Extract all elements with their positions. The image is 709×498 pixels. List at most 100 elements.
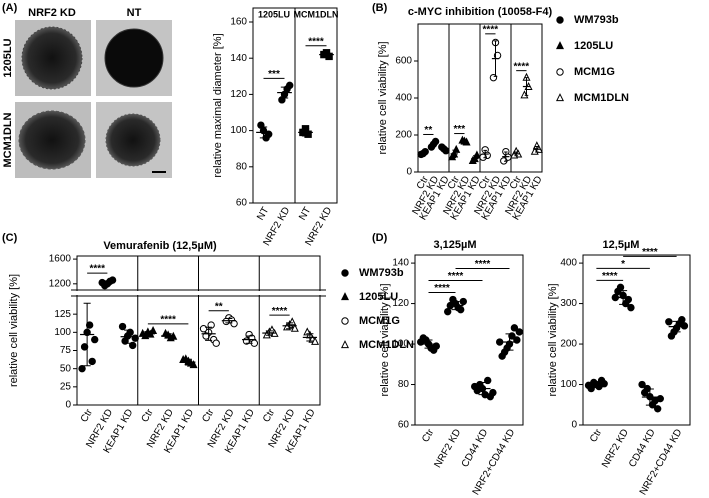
data-point	[230, 319, 238, 328]
y-tick-label: 100	[392, 339, 409, 350]
error-bar	[505, 333, 514, 351]
panel-label: (C)	[2, 232, 18, 244]
data-point	[680, 322, 689, 330]
x-tick-label: Ctr	[261, 407, 278, 425]
data-point	[262, 330, 271, 339]
significance-label: ****	[308, 36, 324, 47]
data-point	[121, 337, 129, 345]
x-tick-label: CD44 KD	[627, 427, 658, 469]
y-tick-label: 60	[236, 198, 248, 209]
x-tick-label: Ctr	[200, 407, 217, 425]
facet-header: MCM1DLN	[294, 9, 339, 19]
panel-label: (D)	[372, 232, 388, 244]
data-point	[91, 335, 99, 344]
error-bar	[205, 326, 213, 341]
significance-label: ***	[268, 69, 280, 80]
data-point	[85, 321, 94, 329]
significance-label: ****	[642, 247, 658, 258]
chart-title: c-MYC inhibition (10058-F4)	[408, 6, 553, 18]
image-row-label: MCM1DLN	[2, 112, 14, 167]
legend-marker	[556, 16, 564, 24]
panel-label: (B)	[372, 2, 388, 14]
y-axis-label: relative cell viability [%]	[8, 274, 20, 387]
y-tick-label: 140	[230, 53, 247, 64]
micrograph	[96, 102, 172, 178]
error-bar	[164, 333, 172, 339]
legend-marker	[341, 269, 349, 277]
y-tick-label: 80	[236, 161, 248, 172]
chart-title: 3,125µM	[433, 239, 476, 251]
data-point	[78, 364, 86, 373]
error-bar	[103, 280, 111, 286]
y-tick-label: 120	[392, 298, 409, 309]
error-bar	[672, 320, 681, 333]
significance-label: ****	[475, 259, 491, 270]
y-tick-label: 100	[230, 125, 247, 136]
significance-label: ****	[160, 315, 176, 326]
error-bar	[124, 329, 132, 344]
error-bar	[259, 126, 268, 139]
legend-label: MCM1DLN	[574, 92, 629, 104]
plot-frame	[414, 254, 524, 426]
legend-marker	[340, 340, 350, 349]
error-bar	[245, 335, 253, 344]
error-bar	[451, 301, 460, 311]
data-point	[199, 325, 208, 333]
y-tick-label: 75	[60, 345, 72, 356]
data-point	[126, 328, 134, 337]
error-bar	[592, 381, 601, 388]
y-tick-label: 160	[230, 17, 247, 28]
data-point	[459, 297, 467, 306]
image-row-label: 1205LU	[2, 38, 14, 77]
data-point	[444, 307, 452, 316]
legend-label: 1205LU	[574, 40, 613, 52]
y-tick-label: 100	[560, 379, 577, 390]
significance-label: **	[215, 301, 223, 312]
data-point	[149, 325, 158, 334]
data-point	[118, 322, 127, 331]
error-bar	[424, 339, 433, 349]
significance-label: ****	[89, 264, 105, 275]
y-tick-label: 0	[65, 400, 71, 411]
y-tick-label: 60	[398, 420, 410, 431]
data-point	[498, 352, 506, 360]
y-axis-label: relative cell viability [%]	[379, 283, 391, 396]
error-bar	[462, 140, 467, 143]
error-bar	[431, 140, 436, 148]
error-bar	[514, 151, 518, 157]
y-tick-label: 140	[392, 258, 409, 269]
error-bar	[473, 155, 477, 162]
y-tick-label: 1200	[49, 278, 72, 289]
legend-label: WM793b	[359, 267, 404, 279]
data-point	[667, 332, 676, 340]
significance-label: ****	[602, 271, 618, 282]
error-bar	[225, 318, 233, 324]
error-bar	[265, 330, 273, 336]
legend-label: MCM1G	[574, 66, 615, 78]
y-tick-label: 300	[560, 298, 577, 309]
error-bar	[645, 388, 654, 406]
error-bar	[452, 149, 456, 159]
x-tick-label: Ctr	[588, 427, 605, 445]
data-point	[665, 318, 673, 326]
error-bar	[483, 149, 487, 159]
data-point	[678, 316, 686, 324]
legend-marker	[555, 93, 565, 102]
chart-title: Vemurafenib (12,5µM)	[103, 240, 217, 252]
data-point	[515, 328, 524, 336]
y-tick-label: 25	[60, 381, 72, 392]
data-point	[80, 343, 89, 351]
significance-label: *	[621, 259, 625, 270]
significance-label: ****	[448, 271, 464, 282]
data-point	[311, 336, 320, 345]
data-point	[614, 287, 622, 296]
error-bar	[524, 77, 529, 96]
data-point	[653, 405, 662, 413]
legend-label: MCM1DLN	[359, 339, 414, 351]
error-bar	[322, 52, 331, 57]
micrograph	[15, 102, 91, 178]
data-point	[207, 321, 215, 329]
data-point	[584, 381, 593, 390]
data-point	[290, 323, 299, 332]
